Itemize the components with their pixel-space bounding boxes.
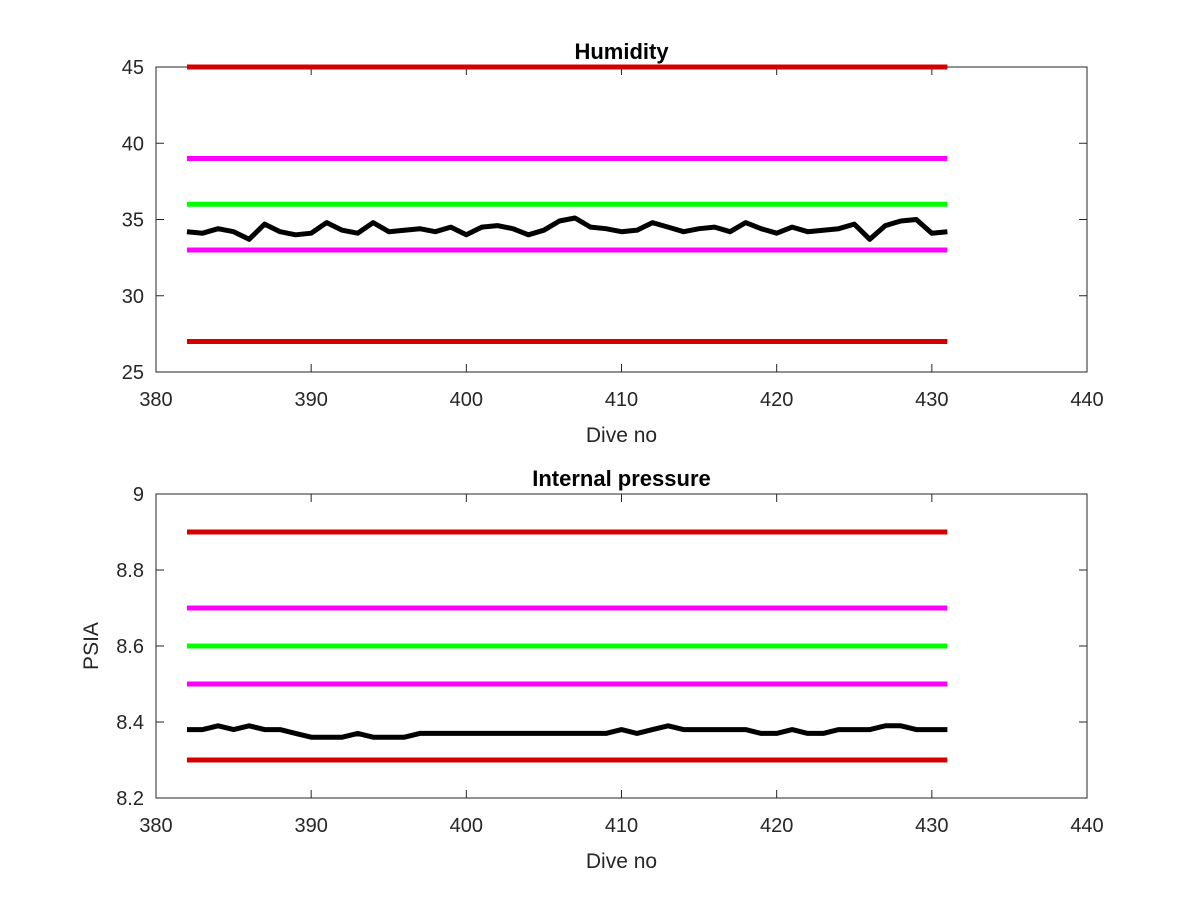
x-tick-label: 410 [605,815,638,837]
x-tick-label: 380 [139,389,172,411]
chart-title: Internal pressure [532,466,711,491]
y-tick-label: 30 [122,286,144,308]
y-tick-label: 25 [122,362,144,384]
y-tick-label: 8.4 [116,712,144,734]
y-tick-label: 8.6 [116,636,144,658]
x-axis-label: Dive no [586,424,657,447]
x-tick-label: 380 [139,815,172,837]
x-tick-label: 390 [294,815,327,837]
x-tick-label: 430 [915,389,948,411]
y-tick-label: 40 [122,133,144,155]
x-tick-label: 420 [760,815,793,837]
y-tick-label: 8.2 [116,788,144,810]
x-tick-label: 390 [294,389,327,411]
x-tick-label: 420 [760,389,793,411]
y-tick-label: 9 [133,484,144,506]
x-tick-label: 410 [605,389,638,411]
y-tick-label: 45 [122,57,144,79]
humidity-plot: 380 390 400 410 420 430 440 25 30 35 40 45 Humidity D… [122,39,1104,447]
y-axis-label: PSIA [80,622,103,670]
x-tick-label: 440 [1070,815,1103,837]
y-tick-label: 35 [122,210,144,232]
x-tick-label: 430 [915,815,948,837]
y-tick-label: 8.8 [116,560,144,582]
measured-series-line [187,723,948,740]
x-tick-label: 400 [450,815,483,837]
chart-title: Humidity [574,39,669,64]
axes-box [155,66,1088,373]
x-tick-label: 400 [450,389,483,411]
measured-series-line [186,215,948,242]
x-axis-label: Dive no [586,850,657,873]
x-tick-label: 440 [1070,389,1103,411]
internal-pressure-plot: 380 390 400 410 420 430 440 8.2 8.4 8.6 8.8 9 Intern… [80,466,1104,873]
